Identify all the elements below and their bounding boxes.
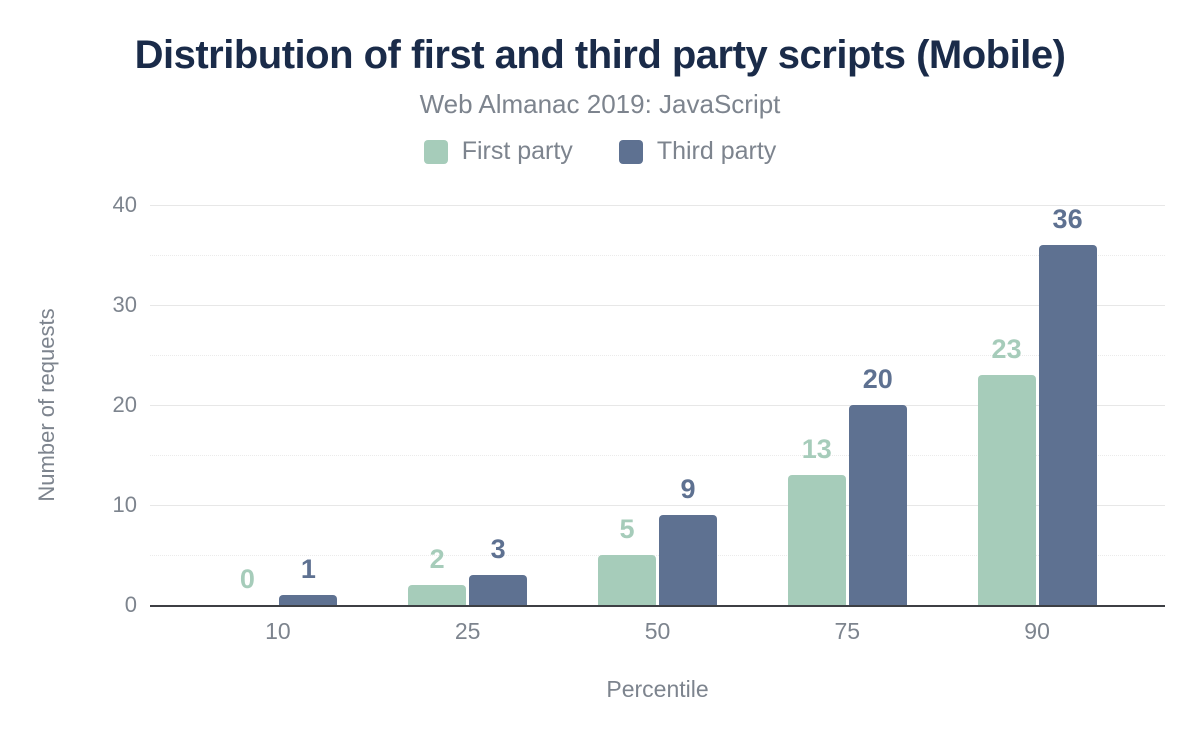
bar-first-party: 2 xyxy=(408,546,467,605)
bar-first-party: 13 xyxy=(787,436,846,605)
bar-value-label: 5 xyxy=(619,514,635,544)
bar-value-label: 1 xyxy=(300,554,316,584)
y-tick-label: 20 xyxy=(112,392,137,417)
x-tick-label: 50 xyxy=(644,618,671,644)
x-tick-label: 25 xyxy=(454,618,481,644)
x-axis-ticks: 10 25 50 75 90 xyxy=(150,618,1165,645)
bar-rect xyxy=(848,405,907,605)
legend-item-third-party: Third party xyxy=(618,137,777,166)
bar-first-party: 23 xyxy=(977,336,1036,605)
major-gridline xyxy=(150,305,1165,306)
legend-label: First party xyxy=(461,137,573,165)
bar-rect xyxy=(408,585,467,605)
major-gridline xyxy=(150,505,1165,506)
bar-value-label: 2 xyxy=(429,544,445,574)
bar-value-label: 20 xyxy=(862,364,893,394)
plot-area: 0 1 2 3 5 9 13 20 23 36 xyxy=(150,205,1165,607)
minor-gridline xyxy=(150,355,1165,356)
bar-rect xyxy=(279,595,338,605)
bar-groups: 0 1 2 3 5 9 13 20 23 36 xyxy=(183,205,1132,605)
minor-gridline xyxy=(150,455,1165,456)
bar-first-party: 5 xyxy=(597,516,656,605)
y-tick-label: 30 xyxy=(112,292,137,317)
bar-group-p90: 23 36 xyxy=(942,205,1132,605)
bar-value-label: 23 xyxy=(991,334,1022,364)
bar-value-label: 36 xyxy=(1052,204,1083,234)
bar-third-party: 9 xyxy=(658,476,717,605)
bar-value-label: 9 xyxy=(680,474,696,504)
legend-swatch-icon xyxy=(618,139,643,164)
y-tick-label: 40 xyxy=(112,192,137,217)
y-tick-label: 0 xyxy=(124,592,137,617)
legend: First party Third party xyxy=(0,137,1200,166)
bar-third-party: 3 xyxy=(469,536,528,605)
bar-value-label: 3 xyxy=(490,534,506,564)
y-tick-label: 10 xyxy=(112,492,137,517)
chart-subtitle: Web Almanac 2019: JavaScript xyxy=(419,89,781,119)
legend-item-first-party: First party xyxy=(423,137,573,166)
x-tick-label: 90 xyxy=(1024,618,1050,644)
x-tick-label: 10 xyxy=(265,618,291,644)
bar-third-party: 1 xyxy=(279,556,338,605)
bar-rect xyxy=(597,555,656,605)
bar-value-label: 13 xyxy=(801,434,832,464)
bar-rect xyxy=(469,575,528,605)
bar-rect xyxy=(658,515,717,605)
legend-swatch-icon xyxy=(423,139,448,164)
bar-rect xyxy=(977,375,1036,605)
bar-rect xyxy=(1038,245,1097,605)
major-gridline xyxy=(150,405,1165,406)
y-axis-ticks: 0 10 20 30 40 xyxy=(85,192,137,617)
bar-group-p75: 13 20 xyxy=(752,205,942,605)
bar-rect xyxy=(787,475,846,605)
legend-label: Third party xyxy=(656,137,777,165)
major-gridline xyxy=(150,205,1165,206)
bar-third-party: 36 xyxy=(1038,206,1097,605)
bar-third-party: 20 xyxy=(848,366,907,605)
chart-title: Distribution of first and third party sc… xyxy=(134,33,1066,77)
bar-value-label: 0 xyxy=(239,564,255,594)
x-tick-label: 75 xyxy=(834,618,861,644)
x-axis-title: Percentile xyxy=(606,676,709,702)
minor-gridline xyxy=(150,255,1165,256)
y-axis-title: Number of requests xyxy=(34,308,59,502)
minor-gridline xyxy=(150,555,1165,556)
